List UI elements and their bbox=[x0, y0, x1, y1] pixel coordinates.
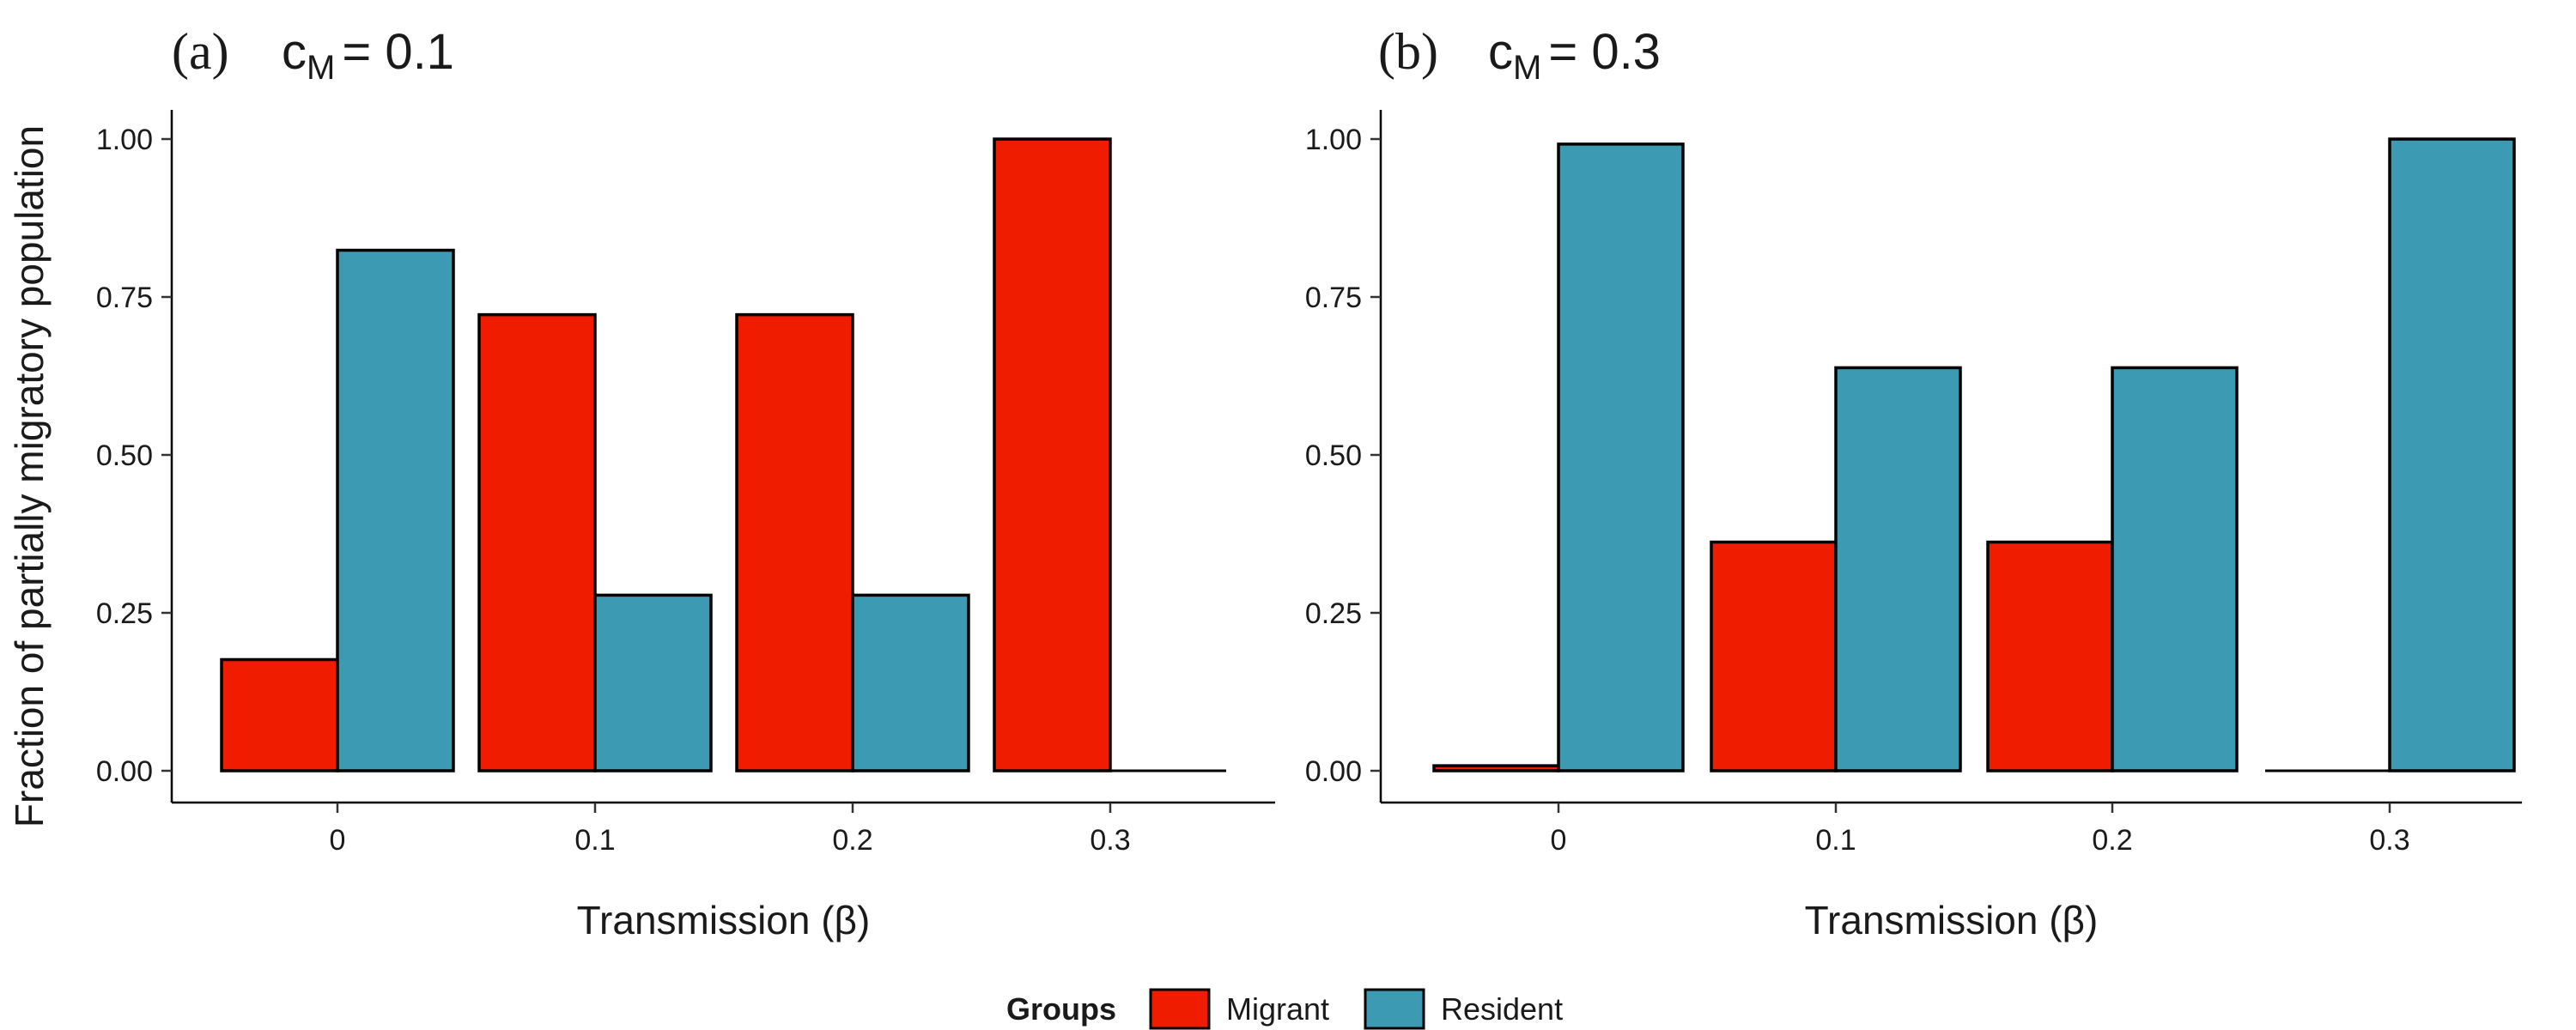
legend: Groups Migrant Resident bbox=[1006, 988, 1563, 1030]
x-axis-title-a: Transmission (β) bbox=[577, 898, 871, 942]
panel-a-param-symbol: c bbox=[282, 24, 307, 80]
x-tick-label-b: 0.1 bbox=[1815, 824, 1856, 857]
panel-a-param: cM = 0.1 bbox=[282, 24, 454, 87]
x-axis-title-b: Transmission (β) bbox=[1805, 898, 2099, 942]
panel-b-param-sub: M bbox=[1513, 49, 1541, 87]
y-tick-label-b: 0.75 bbox=[1305, 282, 1362, 314]
bar-resident-a bbox=[851, 593, 970, 772]
panel-a-plot: 0.00 0.25 0.50 0.75 1.00 0 0.1 0.2 0.3 Transmissi… bbox=[96, 110, 1275, 942]
x-tick-label-a: 0.2 bbox=[832, 824, 872, 857]
x-tick-label-a: 0.3 bbox=[1090, 824, 1130, 857]
bar-migrant-a bbox=[220, 657, 339, 772]
panel-b-plot: 0.00 0.25 0.50 0.75 1.00 0 0.1 0.2 0.3 Transmissi… bbox=[1305, 110, 2522, 942]
panel-b-param: cM = 0.3 bbox=[1488, 24, 1661, 87]
bar-migrant-b bbox=[1710, 540, 1838, 772]
x-tick-label-b: 0 bbox=[1551, 824, 1567, 857]
x-tick-label-a: 0 bbox=[330, 824, 346, 857]
legend-label-resident: Resident bbox=[1441, 991, 1563, 1027]
y-tick-label-a: 0.50 bbox=[96, 439, 153, 472]
panel-a-param-sub: M bbox=[307, 49, 335, 87]
legend-swatch-resident bbox=[1364, 988, 1425, 1030]
y-tick-label-a: 1.00 bbox=[96, 124, 153, 156]
panel-b-tag: (b) bbox=[1378, 23, 1438, 80]
bar-migrant-b bbox=[1432, 764, 1560, 772]
legend-swatch-migrant bbox=[1149, 988, 1211, 1030]
y-tick-label-a: 0.25 bbox=[96, 597, 153, 630]
panel-b-param-symbol: c bbox=[1488, 24, 1513, 80]
y-tick-label-a: 0.75 bbox=[96, 282, 153, 314]
y-tick-label-b: 1.00 bbox=[1305, 124, 1362, 156]
y-tick-label-b: 0.50 bbox=[1305, 439, 1362, 472]
y-axis-title: Fraction of partially migratory populati… bbox=[7, 125, 52, 827]
panel-a-param-eq: = 0.1 bbox=[342, 24, 454, 80]
bar-resident-b bbox=[2111, 366, 2239, 772]
bar-migrant-a bbox=[735, 312, 854, 772]
bar-resident-b bbox=[2388, 137, 2516, 772]
legend-title: Groups bbox=[1006, 991, 1116, 1027]
x-tick-label-a: 0.1 bbox=[574, 824, 615, 857]
bar-resident-a bbox=[593, 593, 713, 772]
y-tick-label-b: 0.25 bbox=[1305, 597, 1362, 630]
x-tick-label-b: 0.2 bbox=[2092, 824, 2132, 857]
panel-a-title: (a) cM = 0.1 bbox=[172, 23, 454, 87]
x-tick-label-b: 0.3 bbox=[2369, 824, 2409, 857]
panel-b-title: (b) cM = 0.3 bbox=[1378, 23, 1661, 87]
y-tick-label-b: 0.00 bbox=[1305, 755, 1362, 788]
bar-migrant-b bbox=[1986, 540, 2114, 772]
bar-resident-b bbox=[1834, 366, 1962, 772]
bar-resident-a bbox=[336, 248, 455, 772]
legend-label-migrant: Migrant bbox=[1226, 991, 1329, 1027]
bar-resident-b bbox=[1557, 142, 1685, 772]
bar-migrant-a bbox=[477, 312, 597, 772]
panel-a-tag: (a) bbox=[172, 23, 229, 80]
y-tick-label-a: 0.00 bbox=[96, 755, 153, 788]
bar-migrant-a bbox=[993, 137, 1112, 772]
panel-b-param-eq: = 0.3 bbox=[1548, 24, 1661, 80]
